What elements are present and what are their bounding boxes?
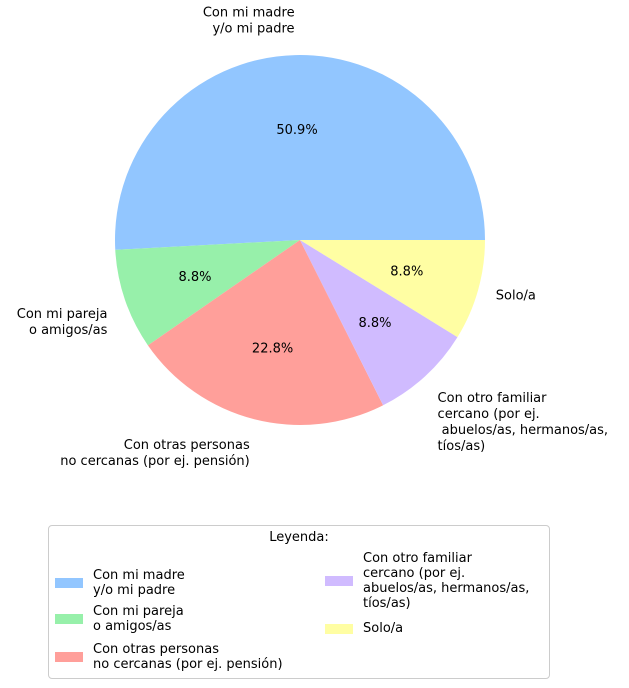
pie-slice-pareja (115, 240, 301, 346)
pie-chart: 50.9% Con mi madre y/o mi padre 8.8% Con mi … (17, 6, 609, 470)
legend-label-padres: Con mi madre y/o mi padre (93, 568, 185, 598)
legend-title: Leyenda: (269, 530, 329, 545)
legend-label-pareja: Con mi pareja o amigos/as (93, 604, 184, 634)
legend-swatch-otras-personas (55, 652, 83, 662)
legend-label-otro-familiar: Con otro familiar cercano (por ej. abuel… (363, 551, 530, 611)
legend: Leyenda: Con mi madre y/o mi padre Con m… (48, 525, 550, 679)
pct-label-otras-personas: 22.8% (252, 342, 293, 357)
legend-item-padres: Con mi madre y/o mi padre (55, 568, 185, 598)
slice-label-padres: Con mi madre y/o mi padre (203, 6, 295, 37)
legend-swatch-otro-familiar (325, 576, 353, 586)
slice-label-solo: Solo/a (496, 288, 536, 303)
legend-item-pareja: Con mi pareja o amigos/as (55, 604, 184, 634)
pct-label-pareja: 8.8% (178, 270, 211, 285)
legend-label-otras-personas: Con otras personas no cercanas (por ej. … (93, 642, 283, 672)
slice-label-otras-personas: Con otras personas no cercanas (por ej. p… (60, 438, 250, 469)
pie-slice-otras-personas (147, 240, 384, 425)
legend-swatch-solo (325, 623, 353, 634)
pct-label-solo: 8.8% (390, 264, 423, 279)
legend-item-otro-familiar: Con otro familiar cercano (por ej. abuel… (325, 551, 529, 611)
slice-label-pareja: Con mi pareja o amigos/as (17, 307, 108, 338)
legend-item-solo: Solo/a (325, 621, 403, 636)
pie-slice-otro-familiar (300, 240, 458, 406)
legend-swatch-padres (55, 578, 83, 588)
pie-slice-solo (300, 240, 485, 338)
legend-item-otras-personas: Con otras personas no cercanas (por ej. … (55, 642, 283, 672)
slice-label-otro-familiar: Con otro familiar cercano (por ej. abuelo… (438, 391, 609, 454)
legend-swatch-pareja (55, 614, 83, 624)
pct-label-otro-familiar: 8.8% (359, 316, 392, 331)
pct-label-padres: 50.9% (276, 123, 317, 138)
pie-slice-padres (114, 54, 486, 250)
legend-label-solo: Solo/a (363, 621, 404, 636)
